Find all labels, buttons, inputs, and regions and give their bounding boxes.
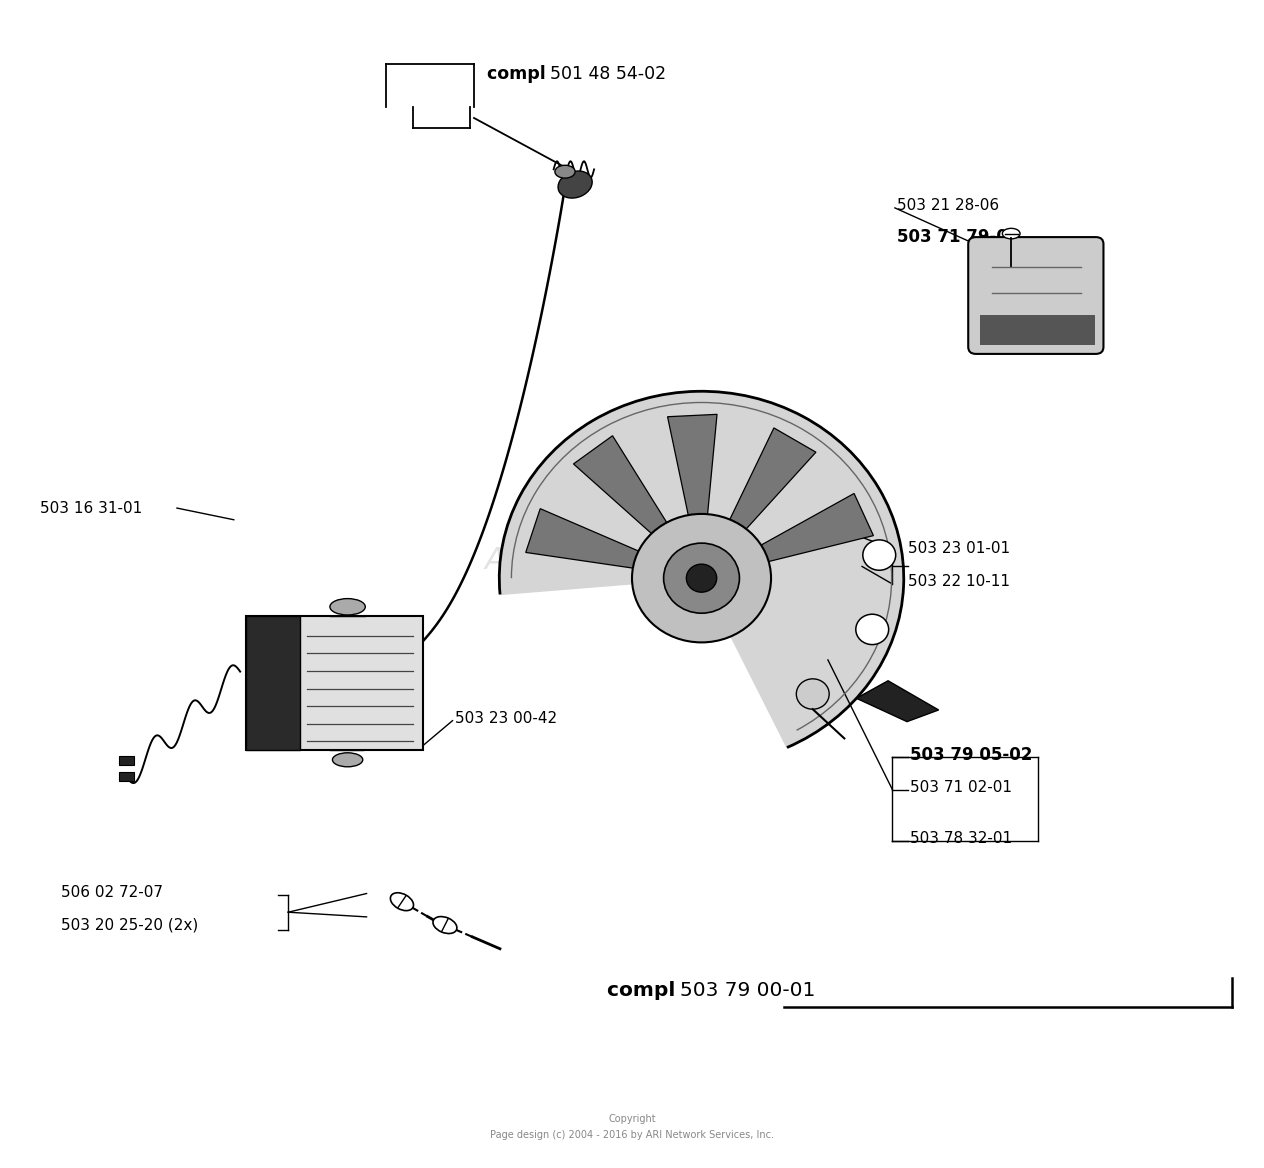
Text: 506 02 72-07: 506 02 72-07 [61,885,163,899]
Polygon shape [756,493,873,563]
Text: 503 21 28-06: 503 21 28-06 [897,199,1000,213]
Text: 503 16 31-01: 503 16 31-01 [40,501,143,515]
Text: Copyright: Copyright [608,1114,656,1124]
Text: 503 22 10-11: 503 22 10-11 [908,575,1010,589]
Text: 503 23 00-42: 503 23 00-42 [455,711,557,725]
Polygon shape [857,681,939,722]
Text: 503 71 02-01: 503 71 02-01 [910,780,1012,794]
Ellipse shape [332,753,363,767]
FancyBboxPatch shape [246,617,423,751]
Ellipse shape [330,599,365,616]
Text: compl: compl [607,981,683,1000]
Polygon shape [526,508,645,569]
Circle shape [863,540,896,570]
Text: 503 78 32-01: 503 78 32-01 [910,832,1012,846]
FancyBboxPatch shape [13,23,1251,1145]
Bar [119,756,134,765]
Text: 503 23 01-01: 503 23 01-01 [908,542,1010,556]
Ellipse shape [1002,229,1020,238]
Text: 503 20 25-20 (2x): 503 20 25-20 (2x) [61,918,198,932]
Polygon shape [499,391,904,748]
Text: 501 48 54-02: 501 48 54-02 [550,64,666,83]
Polygon shape [727,427,817,534]
FancyBboxPatch shape [980,315,1095,345]
FancyBboxPatch shape [968,237,1103,354]
Circle shape [856,614,889,645]
Circle shape [632,514,771,642]
Text: 503 71 79-01: 503 71 79-01 [897,228,1020,246]
Ellipse shape [557,171,593,199]
Polygon shape [574,436,670,537]
Text: 503 79 00-01: 503 79 00-01 [680,981,815,1000]
Circle shape [664,543,739,613]
Ellipse shape [391,892,413,911]
Ellipse shape [434,917,456,933]
Bar [119,772,134,781]
Text: ARI Parts Diagrams: ARI Parts Diagrams [484,547,780,575]
Text: compl: compl [487,64,551,83]
FancyBboxPatch shape [246,617,300,751]
Text: 503 79 05-02: 503 79 05-02 [910,745,1033,764]
Ellipse shape [555,165,575,179]
Circle shape [686,564,717,592]
Polygon shape [667,415,717,521]
Circle shape [796,679,829,709]
Text: Page design (c) 2004 - 2016 by ARI Network Services, Inc.: Page design (c) 2004 - 2016 by ARI Netwo… [490,1131,774,1140]
